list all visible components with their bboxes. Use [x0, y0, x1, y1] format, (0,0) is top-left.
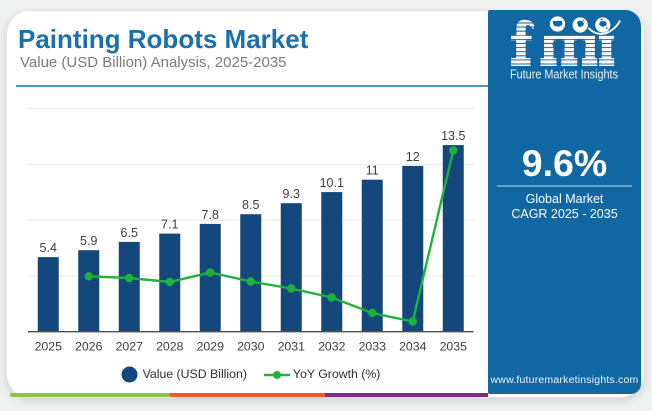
svg-text:2030: 2030 — [237, 339, 265, 353]
svg-text:13.5: 13.5 — [441, 129, 465, 143]
svg-text:7.8: 7.8 — [202, 208, 219, 222]
svg-text:8.5: 8.5 — [242, 198, 259, 212]
svg-text:2035: 2035 — [440, 339, 468, 353]
svg-text:2025: 2025 — [35, 339, 63, 353]
svg-text:5.4: 5.4 — [40, 241, 57, 255]
svg-text:7.1: 7.1 — [161, 218, 178, 232]
svg-text:2034: 2034 — [399, 339, 427, 353]
svg-text:12: 12 — [406, 150, 420, 164]
svg-text:6.5: 6.5 — [121, 226, 138, 240]
svg-text:10.1: 10.1 — [320, 176, 344, 190]
svg-text:Future Market Insights: Future Market Insights — [510, 67, 618, 82]
svg-text:2028: 2028 — [156, 339, 184, 353]
svg-text:2033: 2033 — [359, 339, 387, 353]
svg-text:2026: 2026 — [75, 339, 103, 353]
svg-text:11: 11 — [366, 164, 379, 178]
svg-text:2027: 2027 — [116, 339, 144, 353]
svg-text:2032: 2032 — [318, 339, 346, 353]
svg-text:5.9: 5.9 — [80, 234, 97, 248]
svg-text:9.3: 9.3 — [283, 187, 300, 201]
svg-text:2031: 2031 — [278, 339, 306, 353]
svg-text:2029: 2029 — [197, 339, 225, 353]
